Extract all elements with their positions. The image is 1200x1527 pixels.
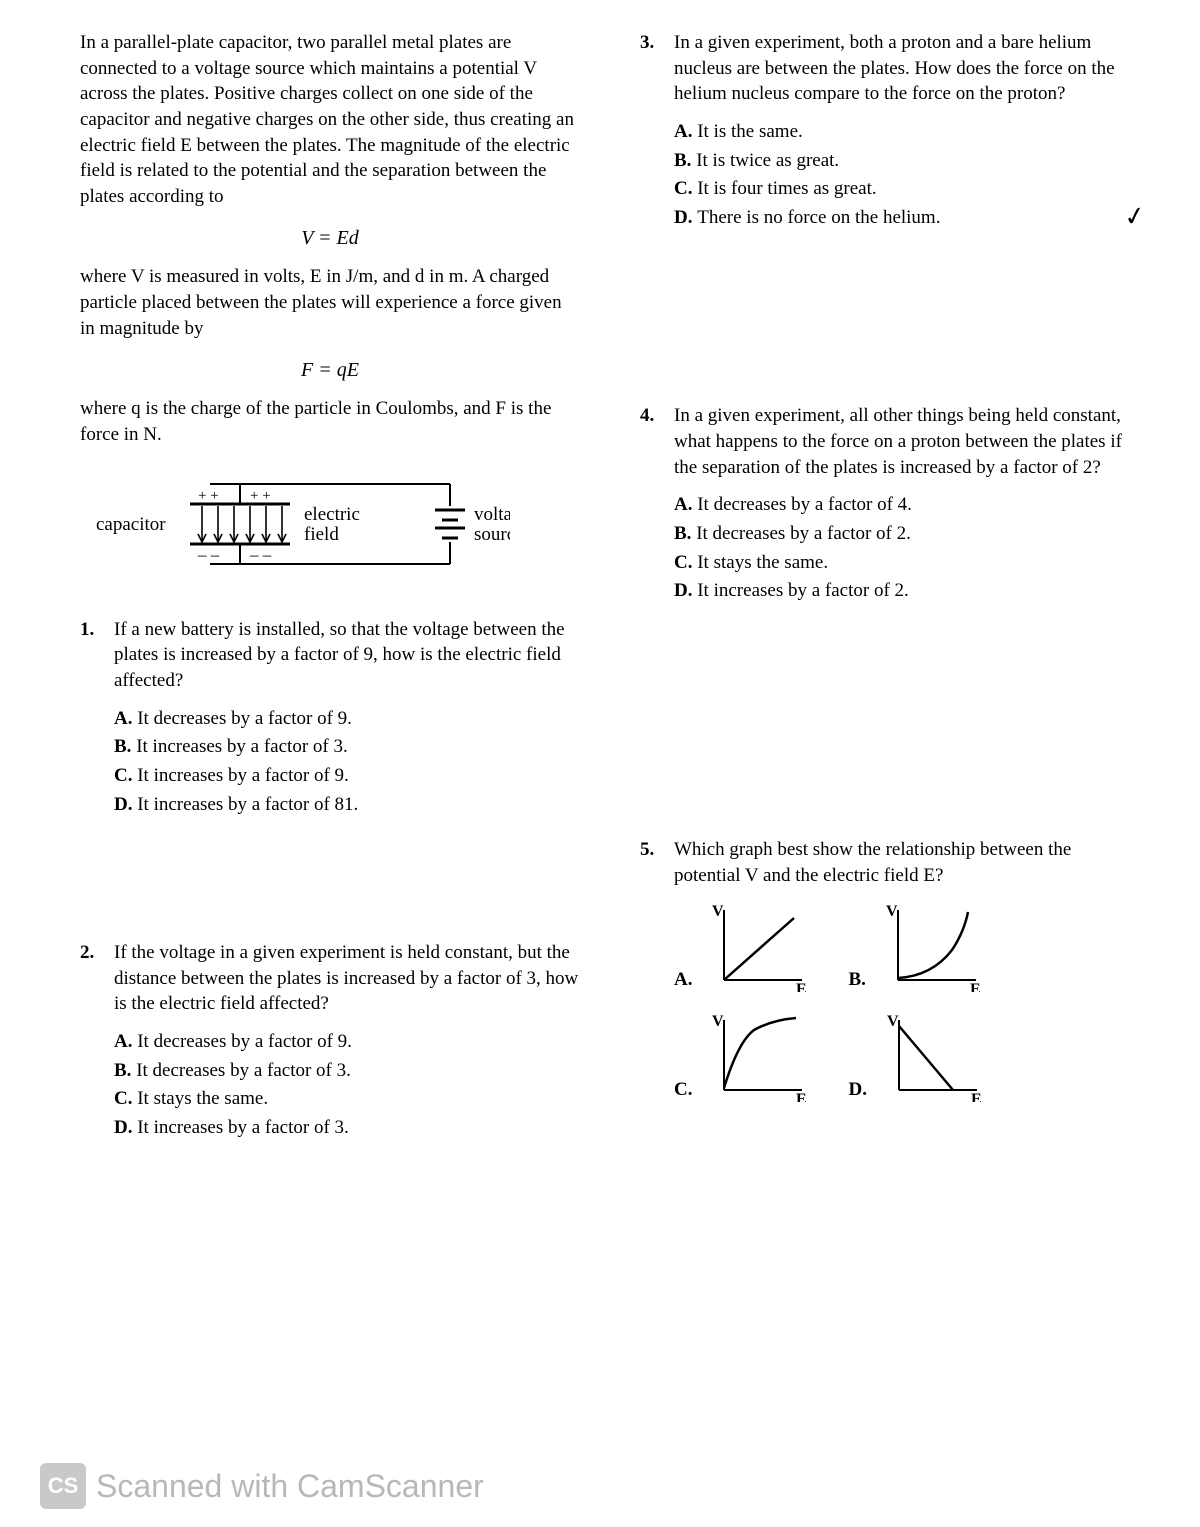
choice-b: It increases by a factor of 3. xyxy=(136,736,348,757)
choice-c: It increases by a factor of 9. xyxy=(137,765,349,786)
graph-choice-c: C. V E xyxy=(674,1012,808,1102)
graph-label-d: D. xyxy=(848,1077,866,1103)
question-text: In a given experiment, all other things … xyxy=(674,403,1140,480)
graph-label-b: B. xyxy=(848,967,865,993)
question-choices: A. It is the same. B. It is twice as gre… xyxy=(674,119,1140,231)
choice-a: It decreases by a factor of 9. xyxy=(137,1031,352,1052)
camscanner-watermark: CS Scanned with CamScanner xyxy=(40,1463,484,1509)
choice-d: It increases by a factor of 81. xyxy=(137,794,358,815)
svg-text:electric: electric xyxy=(304,504,360,525)
choice-c: It stays the same. xyxy=(137,1088,268,1109)
question-text: In a given experiment, both a proton and… xyxy=(674,30,1140,107)
left-column: In a parallel-plate capacitor, two paral… xyxy=(80,30,580,1144)
intro-paragraph-3: where q is the charge of the particle in… xyxy=(80,396,580,447)
svg-text:E: E xyxy=(796,1091,807,1102)
question-3: 3. In a given experiment, both a proton … xyxy=(640,30,1140,233)
svg-text:source: source xyxy=(474,524,510,545)
question-choices: A. It decreases by a factor of 9. B. It … xyxy=(114,1029,580,1141)
question-text: If a new battery is installed, so that t… xyxy=(114,617,580,694)
question-5: 5. Which graph best show the relationshi… xyxy=(640,837,1140,1102)
graph-choices: A. V E B. V xyxy=(674,902,1140,1102)
capacitor-label: capacitor xyxy=(96,514,166,535)
page-columns: In a parallel-plate capacitor, two paral… xyxy=(80,30,1140,1144)
question-number: 4. xyxy=(640,403,674,606)
graph-choice-d: D. V E xyxy=(848,1012,982,1102)
choice-d: It increases by a factor of 3. xyxy=(137,1117,349,1138)
svg-text:field: field xyxy=(304,524,339,545)
question-choices: A. It decreases by a factor of 9. B. It … xyxy=(114,706,580,818)
question-number: 2. xyxy=(80,940,114,1143)
svg-text:E: E xyxy=(796,981,807,992)
graph-choice-b: B. V E xyxy=(848,902,981,992)
formula-f-qe: F = qE xyxy=(80,359,580,382)
camscanner-badge-icon: CS xyxy=(40,1463,86,1509)
question-choices: A. It decreases by a factor of 4. B. It … xyxy=(674,492,1140,604)
choice-a: It decreases by a factor of 9. xyxy=(137,708,352,729)
question-number: 3. xyxy=(640,30,674,233)
choice-a: It decreases by a factor of 4. xyxy=(697,494,912,515)
choice-a: It is the same. xyxy=(697,121,803,142)
checkmark-icon: ✓ xyxy=(1121,197,1149,235)
intro-paragraph-1: In a parallel-plate capacitor, two paral… xyxy=(80,30,580,209)
choice-c: It is four times as great. xyxy=(697,178,876,199)
svg-text:V: V xyxy=(712,903,724,920)
formula-v-ed: V = Ed xyxy=(80,227,580,250)
choice-b: It decreases by a factor of 2. xyxy=(696,523,911,544)
graph-label-a: A. xyxy=(674,967,692,993)
svg-text:voltage: voltage xyxy=(474,504,510,525)
graph-label-c: C. xyxy=(674,1077,692,1103)
question-1: 1. If a new battery is installed, so tha… xyxy=(80,617,580,820)
svg-text:E: E xyxy=(970,981,981,992)
question-4: 4. In a given experiment, all other thin… xyxy=(640,403,1140,606)
question-text: Which graph best show the relationship b… xyxy=(674,837,1140,888)
intro-paragraph-2: where V is measured in volts, E in J/m, … xyxy=(80,264,580,341)
svg-text:+ +: + + xyxy=(198,488,219,504)
question-text: If the voltage in a given experiment is … xyxy=(114,940,580,1017)
question-number: 1. xyxy=(80,617,114,820)
graph-choice-a: A. V E xyxy=(674,902,808,992)
question-2: 2. If the voltage in a given experiment … xyxy=(80,940,580,1143)
svg-text:V: V xyxy=(887,1013,899,1030)
choice-b: It decreases by a factor of 3. xyxy=(136,1060,351,1081)
svg-text:– –: – – xyxy=(197,545,220,564)
choice-d: It increases by a factor of 2. xyxy=(697,580,909,601)
capacitor-diagram: + + + + – – – – xyxy=(90,466,580,591)
svg-text:V: V xyxy=(712,1013,724,1030)
watermark-text: Scanned with CamScanner xyxy=(96,1468,484,1505)
svg-text:+ +: + + xyxy=(250,488,271,504)
choice-b: It is twice as great. xyxy=(696,150,839,171)
right-column: 3. In a given experiment, both a proton … xyxy=(640,30,1140,1144)
svg-text:V: V xyxy=(886,903,898,920)
svg-text:– –: – – xyxy=(249,545,272,564)
choice-c: It stays the same. xyxy=(697,552,828,573)
svg-text:E: E xyxy=(971,1091,982,1102)
choice-d: There is no force on the helium. xyxy=(697,207,940,228)
question-number: 5. xyxy=(640,837,674,1102)
